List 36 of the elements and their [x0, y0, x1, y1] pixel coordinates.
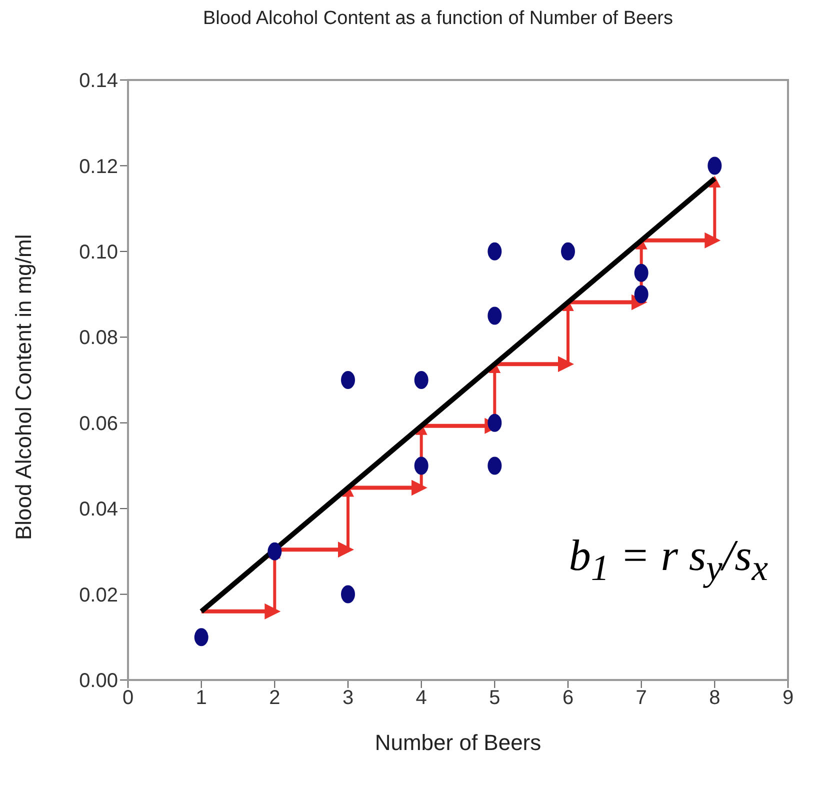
y-tick-label: 0.14 — [79, 70, 118, 92]
y-tick-label: 0.06 — [79, 412, 118, 435]
chart-title: Blood Alcohol Content as a function of Number of Beers — [202, 8, 674, 30]
y-tick-label: 0.02 — [79, 584, 118, 606]
x-tick-label: 9 — [782, 687, 794, 710]
annotation: b$_{1}$ = r s$_{y}$/s$_{x}$ — [568, 530, 768, 589]
point — [341, 371, 355, 389]
x-tick-label: 8 — [709, 687, 720, 710]
point — [414, 371, 428, 389]
point — [488, 414, 502, 432]
y-tick-label: 0.00 — [79, 670, 118, 692]
x-tick-label: 0 — [122, 687, 134, 710]
y-tick-label: 0.08 — [79, 327, 118, 350]
point — [488, 242, 502, 260]
y-tick-label: 0.12 — [79, 156, 118, 178]
x-tick-label: 4 — [416, 687, 427, 710]
point — [488, 306, 502, 325]
point — [341, 585, 355, 604]
point — [634, 285, 648, 304]
y-axis-title: Blood Alcohol Content in mg/ml — [10, 234, 36, 540]
x-tick-label: 5 — [489, 687, 500, 710]
y-tick-label: 0.10 — [79, 242, 118, 264]
point — [708, 156, 722, 175]
point — [268, 542, 282, 560]
point — [561, 242, 575, 260]
point — [414, 456, 428, 475]
x-tick-label: 6 — [562, 687, 574, 710]
point — [194, 628, 208, 646]
point — [634, 264, 648, 282]
y-tick-label: 0.04 — [79, 498, 118, 521]
x-tick-label: 7 — [636, 687, 647, 710]
x-axis-title: Number of Beers — [374, 730, 542, 755]
x-tick-label: 1 — [196, 687, 207, 710]
x-tick-label: 2 — [269, 687, 280, 710]
x-tick-label: 3 — [342, 687, 354, 710]
point — [488, 456, 502, 475]
